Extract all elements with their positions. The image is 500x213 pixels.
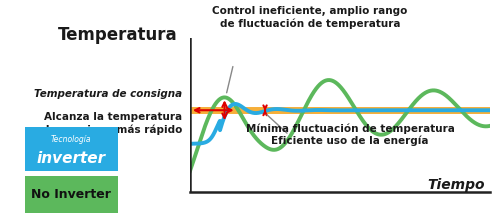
Text: Temperatura: Temperatura	[58, 26, 178, 44]
Text: inverter: inverter	[36, 151, 106, 166]
Text: Tecnología: Tecnología	[51, 135, 92, 144]
Text: No Inverter: No Inverter	[32, 188, 111, 201]
Text: Alcanza la temperatura
de consigna más rápido: Alcanza la temperatura de consigna más r…	[42, 112, 182, 135]
Text: Mínima fluctuación de temperatura
Eficiente uso de la energía: Mínima fluctuación de temperatura Eficie…	[246, 124, 454, 146]
Text: Control ineficiente, amplio rango
de fluctuación de temperatura: Control ineficiente, amplio rango de flu…	[212, 6, 408, 29]
Text: Temperatura de consigna: Temperatura de consigna	[34, 89, 182, 98]
Text: Tiempo: Tiempo	[428, 178, 485, 192]
